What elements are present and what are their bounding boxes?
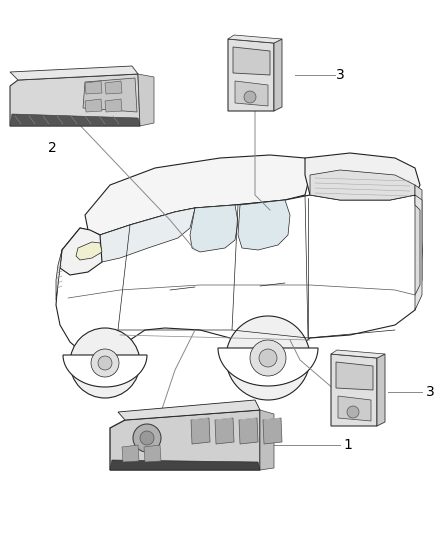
Polygon shape xyxy=(239,418,258,444)
Text: 3: 3 xyxy=(336,68,344,82)
Circle shape xyxy=(133,424,161,452)
Polygon shape xyxy=(238,200,290,250)
Polygon shape xyxy=(228,39,274,111)
Polygon shape xyxy=(118,400,260,420)
Polygon shape xyxy=(60,228,102,275)
Circle shape xyxy=(259,349,277,367)
Polygon shape xyxy=(10,74,140,126)
Polygon shape xyxy=(110,460,260,470)
Polygon shape xyxy=(85,81,102,94)
Polygon shape xyxy=(10,66,138,80)
Polygon shape xyxy=(233,47,270,75)
Text: 1: 1 xyxy=(343,438,353,452)
Polygon shape xyxy=(218,348,318,386)
Polygon shape xyxy=(215,418,234,444)
Polygon shape xyxy=(98,208,195,262)
Text: 3: 3 xyxy=(426,385,434,399)
Polygon shape xyxy=(260,410,274,470)
Polygon shape xyxy=(191,418,210,444)
Polygon shape xyxy=(105,81,122,94)
Polygon shape xyxy=(85,99,102,112)
Circle shape xyxy=(70,328,140,398)
Polygon shape xyxy=(76,242,102,260)
Polygon shape xyxy=(415,185,422,295)
Polygon shape xyxy=(10,114,140,126)
Polygon shape xyxy=(83,78,137,112)
Circle shape xyxy=(347,406,359,418)
Polygon shape xyxy=(377,354,385,426)
Circle shape xyxy=(244,91,256,103)
Circle shape xyxy=(98,356,112,370)
Polygon shape xyxy=(85,155,310,235)
Polygon shape xyxy=(110,410,260,470)
Polygon shape xyxy=(305,153,420,200)
Polygon shape xyxy=(310,170,415,200)
Polygon shape xyxy=(56,250,62,300)
Polygon shape xyxy=(263,418,282,444)
Polygon shape xyxy=(190,205,238,252)
Polygon shape xyxy=(122,445,139,462)
Polygon shape xyxy=(331,354,377,426)
Polygon shape xyxy=(235,81,268,106)
Polygon shape xyxy=(144,445,161,462)
Polygon shape xyxy=(105,99,122,112)
Circle shape xyxy=(250,340,286,376)
Polygon shape xyxy=(274,39,282,111)
Circle shape xyxy=(91,349,119,377)
Circle shape xyxy=(140,431,154,445)
Polygon shape xyxy=(138,74,154,126)
Polygon shape xyxy=(63,355,147,387)
Text: 2: 2 xyxy=(48,141,57,155)
Polygon shape xyxy=(228,35,282,43)
Polygon shape xyxy=(56,195,422,360)
Polygon shape xyxy=(338,396,371,421)
Polygon shape xyxy=(336,362,373,390)
Polygon shape xyxy=(331,350,385,358)
Polygon shape xyxy=(415,195,422,310)
Circle shape xyxy=(226,316,310,400)
